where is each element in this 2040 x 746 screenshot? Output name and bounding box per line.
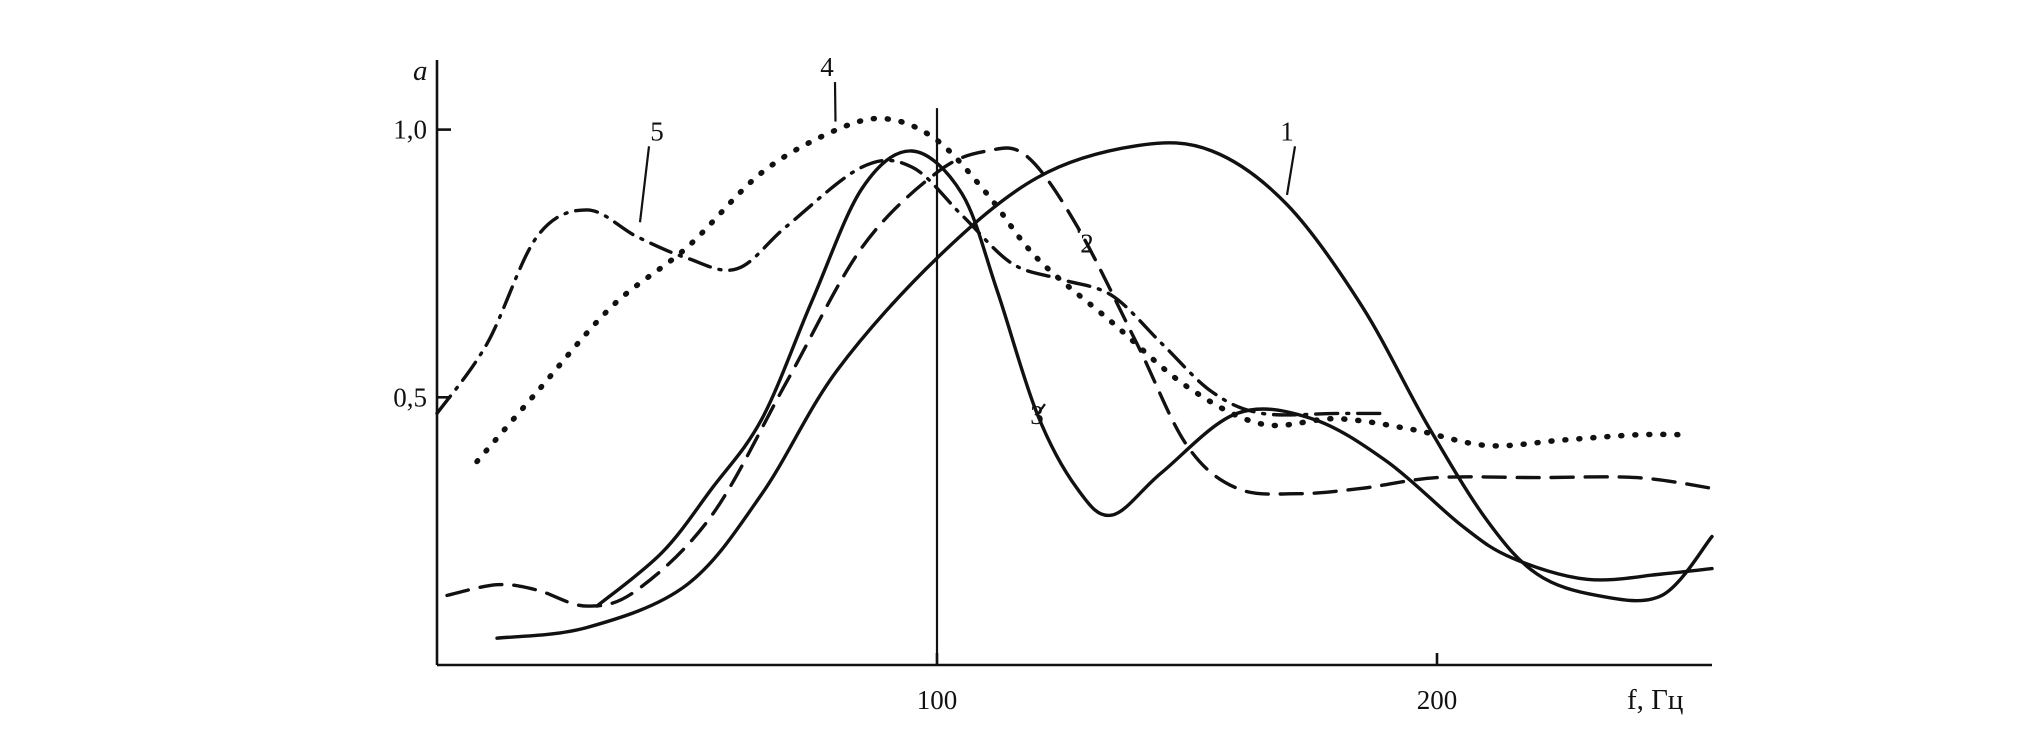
curve-label-1: 1 [1280, 116, 1294, 146]
series-curve-1 [495, 141, 1714, 640]
x-tick-label-200: 200 [1417, 685, 1458, 715]
y-axis-label: a [413, 55, 428, 87]
series-curve-5 [435, 158, 1389, 417]
series-layer [435, 115, 1714, 640]
curve-label-5: 5 [650, 116, 664, 146]
axes [435, 60, 1712, 667]
y-tick-label-0: 0,5 [393, 382, 427, 412]
series-curve-3 [595, 149, 1714, 608]
curve-label-3: 3 [1030, 400, 1044, 430]
leader-4 [833, 82, 837, 122]
leader-2 [1077, 229, 1081, 233]
curve-label-4: 4 [820, 52, 834, 82]
leader-5 [638, 146, 651, 223]
series-curve-4 [474, 115, 1690, 465]
series-curve-2 [445, 146, 1714, 608]
tick-labels: 100 200 0,5 1,0 [393, 115, 1457, 715]
curve-label-2: 2 [1080, 229, 1094, 259]
leader-3 [1036, 403, 1046, 416]
x-tick-label-100: 100 [917, 685, 958, 715]
y-tick-label-1: 1,0 [393, 115, 427, 145]
x-axis-label: f, Гц [1627, 684, 1683, 716]
curve-labels: 1 2 3 4 5 [638, 52, 1297, 430]
leader-1 [1285, 146, 1297, 196]
